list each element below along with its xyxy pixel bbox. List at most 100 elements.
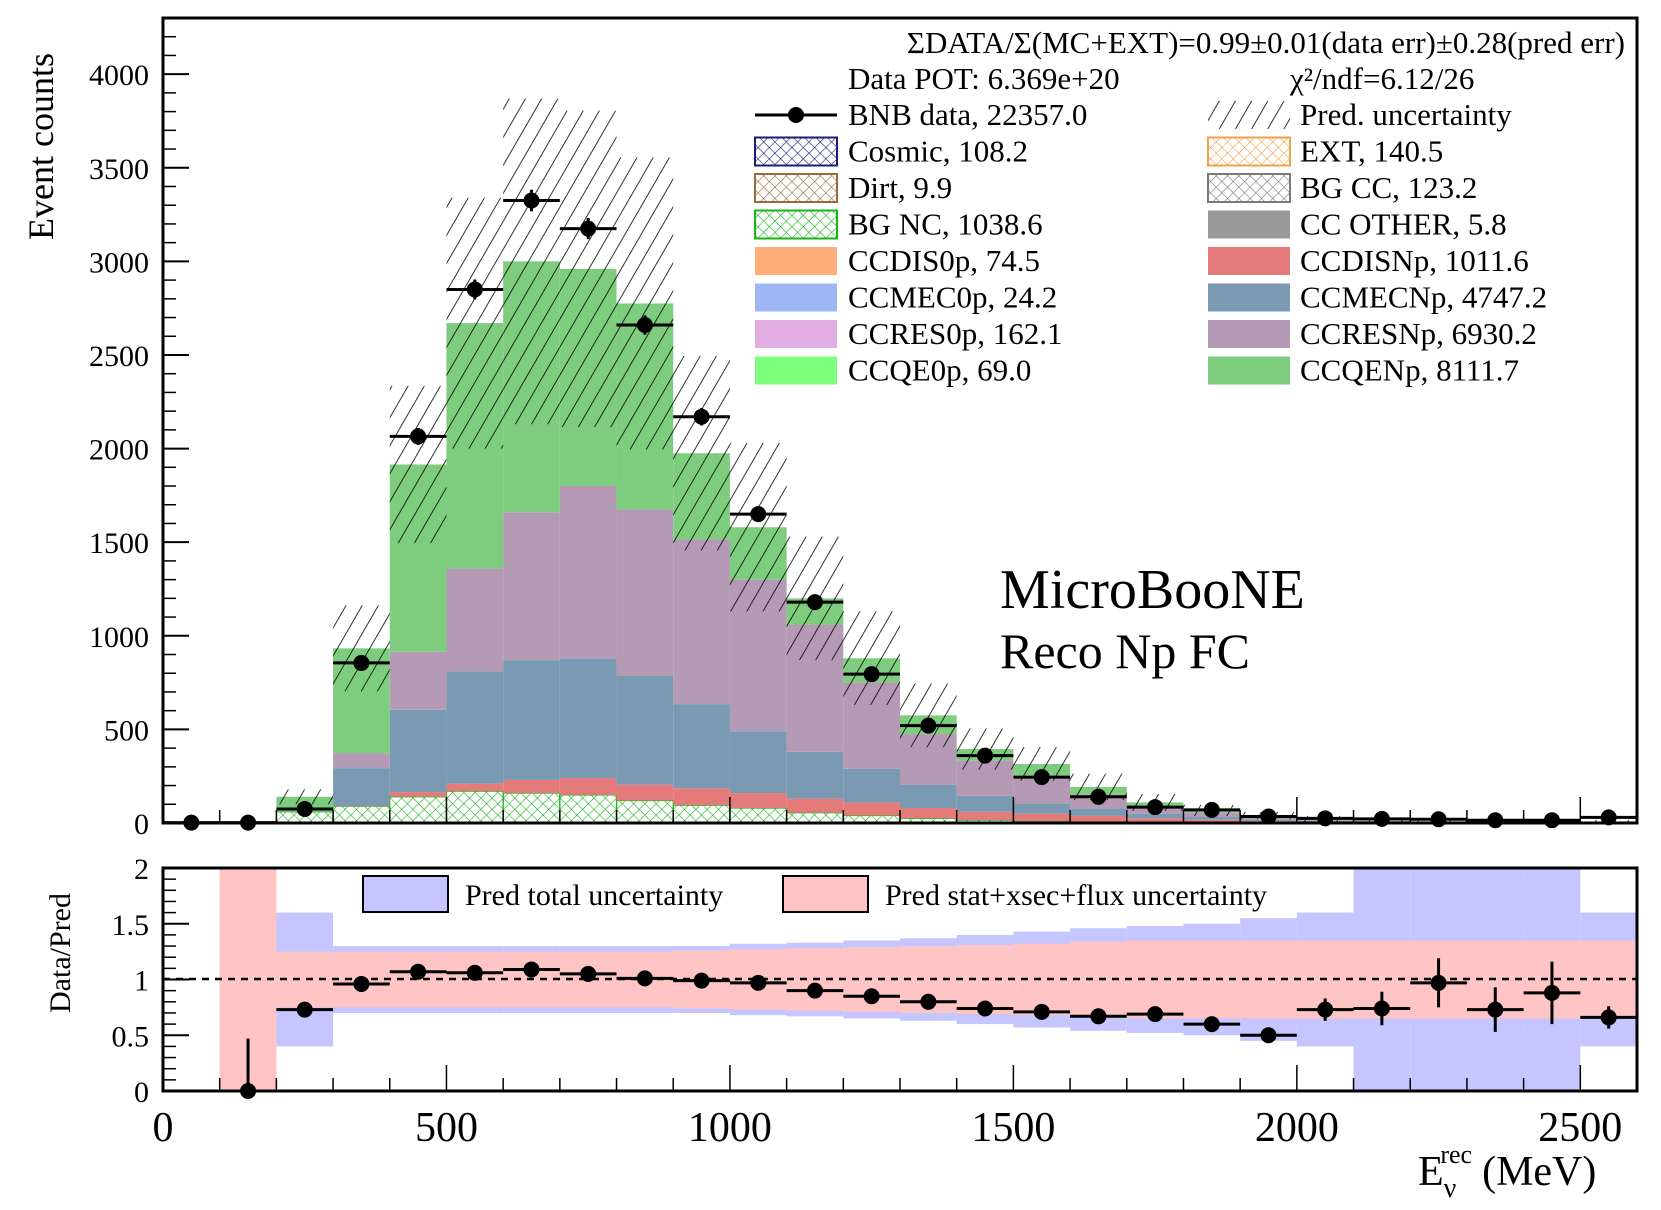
bar-ccmecnp-bin-17 [1126, 813, 1184, 819]
ratio-point-bin-21 [1373, 1000, 1390, 1017]
bar-bg-nc-bin-11 [786, 812, 844, 824]
data-point-bin-17 [1147, 799, 1164, 816]
bar-ccdisnp-bin-17 [1126, 818, 1184, 823]
bar-bg-nc-bin-10 [729, 807, 788, 824]
ratio-point-bin-19 [1260, 1027, 1277, 1044]
uncertainty-band-bin-10 [729, 442, 787, 612]
bar-ccmecnp-bin-6 [503, 660, 560, 780]
legend-label-3: EXT, 140.5 [1300, 134, 1443, 169]
bar-ccdisnp-bin-5 [446, 783, 504, 792]
top-y-tick-label-0: 0 [134, 808, 149, 841]
bar-bg-nc-bin-5 [445, 790, 504, 824]
bar-bg-nc-bin-3 [332, 805, 391, 824]
x-tick-label-0: 0 [153, 1105, 174, 1151]
legend-label-5: BG CC, 123.2 [1300, 170, 1477, 205]
bar-ccmecnp-bin-5 [446, 671, 504, 784]
data-point-bin-2 [296, 800, 313, 817]
top-y-axis-label: Event counts [21, 53, 61, 240]
ratio-point-bin-24 [1543, 984, 1560, 1001]
legend-swatch-10 [755, 283, 837, 312]
ratio-x-axis: 0 500 1000 1500 2000 2500 [153, 1065, 1638, 1151]
data-point-bin-9 [693, 408, 710, 425]
bar-ccdisnp-bin-16 [1070, 815, 1127, 822]
bar-ccdisnp-bin-7 [559, 778, 617, 795]
bar-ccdisnp-bin-6 [503, 779, 560, 794]
bar-bg-nc-bin-7 [559, 794, 618, 824]
data-point-bin-16 [1090, 788, 1107, 805]
uncertainty-band-bin-6 [503, 98, 560, 425]
bar-bg-nc-bin-6 [502, 792, 561, 824]
uncertainty-band-bin-8 [616, 157, 674, 450]
experiment-label: MicroBooNE [1000, 559, 1305, 621]
legend-label-6: BG NC, 1038.6 [848, 207, 1043, 242]
legend-label-2: Cosmic, 108.2 [848, 134, 1028, 169]
legend-label-11: CCMECNp, 4747.2 [1300, 280, 1547, 315]
top-y-tick-label-4: 2000 [89, 434, 149, 467]
uncertainty-band-bin-12 [843, 611, 900, 706]
bar-ccmecnp-bin-15 [1013, 803, 1071, 814]
legend-swatch-9 [1208, 247, 1290, 275]
ratio-point-bin-25 [1600, 1009, 1617, 1026]
x-axis-label-sup: rec [1440, 1140, 1472, 1169]
x-axis-label: Eν rec (MeV) [1418, 1140, 1596, 1204]
bar-ccresnp-bin-9 [673, 539, 730, 705]
ratio-point-bin-20 [1317, 1001, 1334, 1018]
top-y-tick-label-8: 4000 [89, 59, 149, 92]
ratio-point-bin-2 [296, 1001, 313, 1018]
legend-label-13: CCRESNp, 6930.2 [1300, 316, 1537, 351]
ratio-point-bin-16 [1090, 1008, 1107, 1025]
selection-label: Reco Np FC [1000, 623, 1250, 679]
ratio-point-bin-5 [466, 964, 483, 981]
ratio-point-bin-8 [636, 970, 653, 987]
bar-bg-nc-bin-8 [615, 799, 674, 824]
uncertainty-band-bin-4 [389, 385, 447, 544]
bar-ccmecnp-bin-9 [673, 704, 730, 789]
bar-ccresnp-bin-7 [559, 486, 617, 659]
bar-ccdisnp-bin-11 [786, 798, 844, 813]
top-y-axis: 0 500 1000 1500 2000 2500 3000 3500 4000 [89, 17, 189, 841]
bar-ccmecnp-bin-16 [1070, 808, 1127, 816]
ratio-point-bin-15 [1033, 1003, 1050, 1020]
bar-ccmecnp-bin-18 [1183, 817, 1241, 820]
data-point-bin-25 [1600, 809, 1617, 826]
ratio-point-bin-6 [523, 961, 540, 978]
bar-ccresnp-bin-5 [446, 568, 504, 672]
data-point-bin-15 [1033, 769, 1050, 786]
legend-label-stat-uncertainty: Pred stat+xsec+flux uncertainty [885, 879, 1267, 912]
uncertainty-band-bin-3 [333, 605, 390, 692]
data-point-bin-13 [920, 717, 937, 734]
x-tick-label-5: 2500 [1538, 1105, 1622, 1151]
legend-swatch-8 [755, 247, 837, 275]
uncertainty-band-bin-7 [559, 110, 617, 428]
top-panel: 0 500 1000 1500 2000 2500 3000 3500 4000 Event c… [21, 16, 1639, 841]
data-point-bin-10 [750, 506, 767, 523]
ratio-points [219, 958, 1637, 1099]
chi2-text: χ²/ndf=6.12/26 [1289, 61, 1474, 96]
legend-label-12: CCRES0p, 162.1 [848, 316, 1062, 351]
bar-bg-nc-bin-9 [672, 804, 731, 824]
bar-ccresnp-bin-6 [503, 512, 560, 661]
top-y-tick-label-1: 500 [104, 714, 149, 747]
ratio-y-tick-label-3: 1.5 [112, 909, 150, 942]
ratio-point-bin-14 [977, 1000, 994, 1017]
summary-ratio-text: ΣDATA/Σ(MC+EXT)=0.99±0.01(data err)±0.28… [907, 25, 1625, 60]
data-point-bin-22 [1430, 811, 1447, 828]
ratio-point-bin-7 [580, 965, 597, 982]
data-point-bin-12 [863, 666, 880, 683]
data-point-bin-24 [1543, 812, 1560, 829]
bar-ccmecnp-bin-3 [333, 768, 390, 806]
legend-label-9: CCDISNp, 1011.6 [1300, 243, 1529, 278]
ratio-y-tick-label-4: 2 [134, 853, 149, 886]
legend-swatch-15 [1208, 356, 1290, 385]
legend-swatch-14 [755, 356, 837, 385]
legend-label-0: BNB data, 22357.0 [848, 97, 1087, 132]
ratio-uncertainty-bands [219, 868, 1637, 1091]
data-point-bin-11 [806, 594, 823, 611]
legend-label-4: Dirt, 9.9 [848, 170, 952, 205]
data-point-bin-6 [523, 192, 540, 209]
bar-ccmecnp-bin-14 [956, 795, 1014, 812]
bar-ccdisnp-bin-10 [729, 793, 787, 809]
data-point-bin-4 [410, 428, 427, 445]
bar-ccdisnp-bin-13 [900, 808, 957, 819]
pot-text: Data POT: 6.369e+20 [848, 61, 1120, 96]
